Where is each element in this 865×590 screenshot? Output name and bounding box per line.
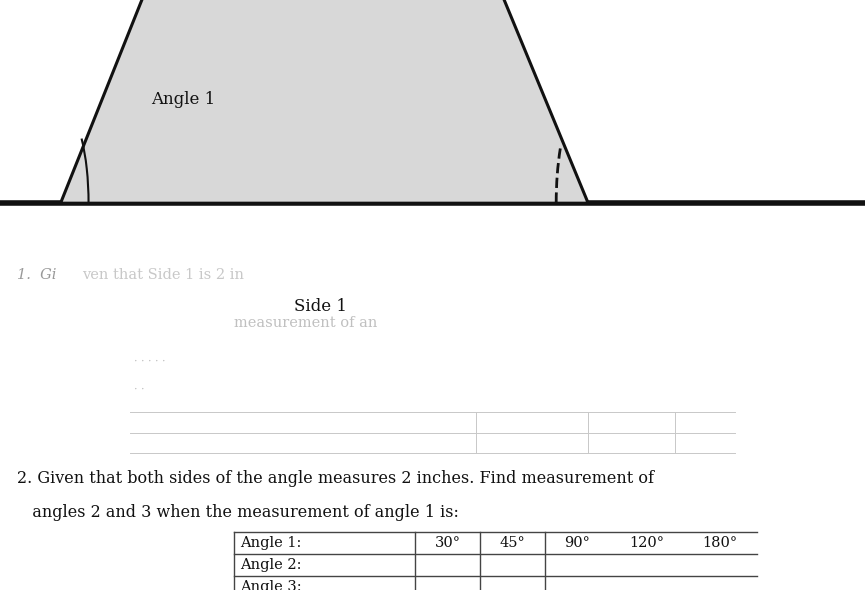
- Text: 2. Given that both sides of the angle measures 2 inches. Find measurement of: 2. Given that both sides of the angle me…: [17, 470, 654, 487]
- Text: Angle 1:: Angle 1:: [240, 536, 302, 550]
- Text: ven that Side 1 is 2 in: ven that Side 1 is 2 in: [82, 268, 244, 283]
- Text: · ·: · ·: [134, 385, 144, 395]
- Text: measurement of an: measurement of an: [234, 316, 377, 330]
- Text: · · · · ·: · · · · ·: [134, 358, 165, 368]
- Text: 30°: 30°: [434, 536, 461, 550]
- Text: angles 2 and 3 when the measurement of angle 1 is:: angles 2 and 3 when the measurement of a…: [17, 504, 459, 522]
- Text: Side 1: Side 1: [293, 299, 347, 316]
- Polygon shape: [61, 0, 588, 203]
- Text: 90°: 90°: [565, 536, 590, 550]
- Text: 120°: 120°: [629, 536, 664, 550]
- Text: Angle 2:: Angle 2:: [240, 558, 302, 572]
- Text: 1.  Gi: 1. Gi: [17, 268, 57, 283]
- Text: 180°: 180°: [702, 536, 738, 550]
- Text: Angle 3:: Angle 3:: [240, 581, 302, 590]
- Text: Angle 1: Angle 1: [151, 91, 215, 108]
- Text: 45°: 45°: [500, 536, 525, 550]
